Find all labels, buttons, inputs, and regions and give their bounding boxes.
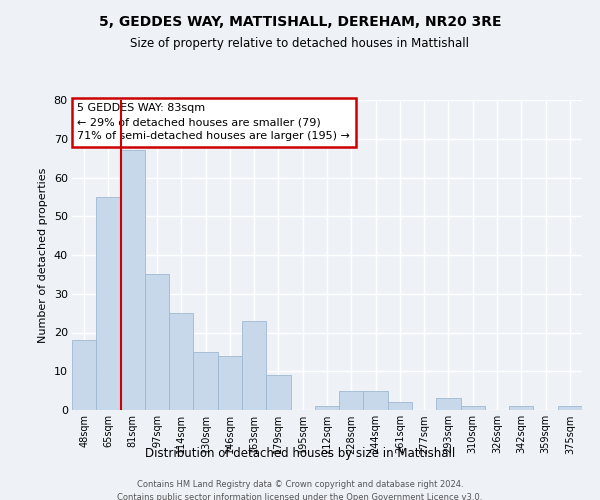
Bar	[509, 406, 533, 410]
Bar	[388, 402, 412, 410]
Bar	[558, 406, 582, 410]
Text: Contains public sector information licensed under the Open Government Licence v3: Contains public sector information licen…	[118, 492, 482, 500]
Bar	[339, 390, 364, 410]
Bar	[266, 375, 290, 410]
Text: 5 GEDDES WAY: 83sqm
← 29% of detached houses are smaller (79)
71% of semi-detach: 5 GEDDES WAY: 83sqm ← 29% of detached ho…	[77, 103, 350, 141]
Bar	[193, 352, 218, 410]
Y-axis label: Number of detached properties: Number of detached properties	[38, 168, 48, 342]
Bar	[169, 313, 193, 410]
Bar	[364, 390, 388, 410]
Bar	[96, 197, 121, 410]
Text: Contains HM Land Registry data © Crown copyright and database right 2024.: Contains HM Land Registry data © Crown c…	[137, 480, 463, 489]
Text: 5, GEDDES WAY, MATTISHALL, DEREHAM, NR20 3RE: 5, GEDDES WAY, MATTISHALL, DEREHAM, NR20…	[99, 15, 501, 29]
Bar	[218, 356, 242, 410]
Bar	[242, 321, 266, 410]
Bar	[315, 406, 339, 410]
Bar	[72, 340, 96, 410]
Bar	[436, 398, 461, 410]
Text: Size of property relative to detached houses in Mattishall: Size of property relative to detached ho…	[131, 38, 470, 51]
Text: Distribution of detached houses by size in Mattishall: Distribution of detached houses by size …	[145, 448, 455, 460]
Bar	[121, 150, 145, 410]
Bar	[145, 274, 169, 410]
Bar	[461, 406, 485, 410]
